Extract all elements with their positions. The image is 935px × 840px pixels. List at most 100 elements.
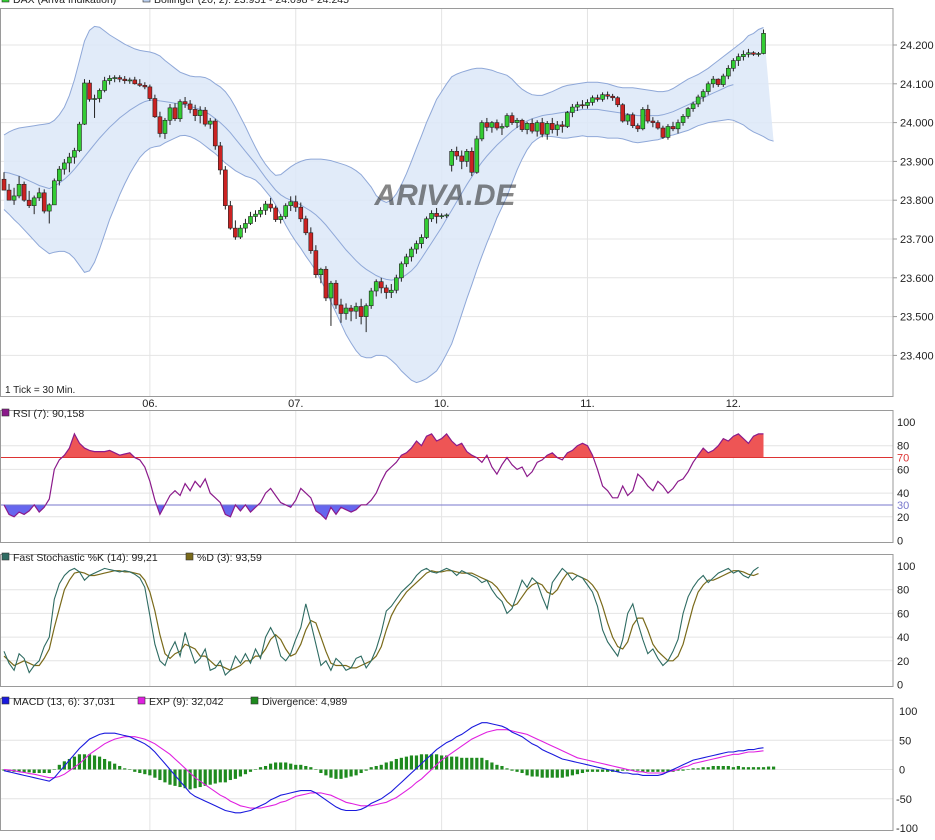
divergence-bar: [309, 767, 313, 770]
candle-body: [424, 218, 429, 238]
candle-body: [16, 183, 22, 197]
candle: [670, 121, 676, 132]
stoch-k-line: [3, 566, 759, 676]
divergence-bar: [616, 769, 620, 772]
divergence-bar: [17, 769, 21, 772]
candle-body: [534, 122, 540, 132]
divergence-bar: [560, 769, 564, 778]
candle: [112, 75, 117, 83]
candle: [575, 101, 580, 111]
candle: [132, 76, 138, 85]
candle: [469, 147, 475, 177]
candle-body: [6, 189, 12, 201]
candle: [283, 203, 288, 219]
stoch-d-line: [3, 570, 759, 671]
candle-body: [529, 123, 535, 132]
divergence-bar: [87, 754, 92, 770]
divergence-bar: [228, 769, 232, 781]
candle: [243, 218, 248, 233]
candle: [404, 253, 409, 267]
rsi-y-tick-label: 30: [897, 500, 909, 512]
divergence-bar: [490, 762, 494, 770]
candle: [217, 142, 223, 175]
candle-body: [303, 218, 309, 234]
divergence-bar: [636, 769, 640, 771]
candle: [333, 280, 339, 309]
candle-body: [338, 304, 344, 314]
divergence-bar: [429, 754, 434, 770]
divergence-bar: [384, 762, 388, 770]
candle-body: [328, 282, 334, 299]
divergence-bar: [409, 755, 414, 770]
candle-body: [394, 277, 399, 291]
divergence-bar: [153, 769, 157, 778]
divergence-bar: [661, 769, 665, 772]
divergence-bar: [32, 769, 36, 774]
divergence-bar: [82, 754, 87, 770]
candle: [645, 104, 651, 124]
candle-body: [348, 307, 354, 312]
candle: [554, 121, 560, 136]
candle-body: [690, 103, 696, 109]
divergence-bar: [686, 769, 690, 770]
candle-body: [313, 250, 319, 275]
candle-body: [308, 232, 314, 251]
candle-body: [243, 223, 248, 229]
candle: [640, 107, 646, 131]
divergence-bar: [641, 769, 645, 772]
candle-body: [353, 306, 359, 312]
candle-body: [720, 75, 726, 85]
candle-body: [565, 112, 570, 127]
candle: [233, 220, 238, 240]
rsi-y-tick-label: 60: [897, 464, 909, 476]
stoch-y-tick-label: 20: [897, 656, 909, 668]
candle-body: [429, 213, 434, 220]
candle-body: [202, 109, 208, 125]
divergence-bar: [268, 763, 273, 770]
divergence-bar: [540, 769, 544, 778]
divergence-bar: [42, 769, 46, 774]
x-axis-day-label: 10.: [434, 398, 449, 410]
candle-body: [238, 227, 243, 238]
macd-y-tick-label: -50: [896, 794, 912, 806]
candles-layer: [1, 29, 766, 333]
candle-body: [499, 126, 505, 129]
candle-body: [278, 216, 283, 220]
candle: [660, 125, 666, 139]
candle: [248, 211, 253, 226]
divergence-bar: [606, 769, 610, 772]
candle-body: [655, 122, 661, 129]
candle: [685, 107, 691, 119]
divergence-bar: [691, 768, 695, 770]
candle: [11, 187, 17, 205]
divergence-bar: [530, 769, 534, 777]
divergence-bar: [751, 767, 756, 770]
divergence-bar: [394, 758, 398, 770]
divergence-bar: [580, 769, 585, 774]
candle-body: [177, 101, 183, 120]
candle-body: [464, 151, 470, 162]
candle: [167, 103, 173, 125]
divergence-bar: [27, 769, 31, 773]
candle: [293, 195, 299, 212]
candle-body: [746, 52, 751, 55]
divergence-bar: [304, 765, 308, 770]
divergence-bar: [284, 762, 288, 770]
rsi-line: [3, 432, 764, 521]
divergence-bar: [314, 769, 318, 770]
divergence-bar: [138, 769, 142, 774]
ariva-watermark: ARIVA.DE: [373, 179, 516, 212]
candle-body: [373, 281, 379, 292]
bollinger-upper-line: [3, 25, 764, 204]
divergence-bar: [238, 769, 243, 777]
divergence-bar: [349, 769, 353, 777]
divergence-bar: [419, 754, 424, 770]
candle-body: [378, 281, 384, 289]
macd-y-tick-label: -100: [896, 823, 918, 835]
candle-body: [383, 287, 389, 293]
candle: [152, 94, 158, 118]
divergence-bar: [359, 769, 363, 774]
divergence-bar: [57, 764, 61, 770]
divergence-bar: [565, 769, 569, 777]
